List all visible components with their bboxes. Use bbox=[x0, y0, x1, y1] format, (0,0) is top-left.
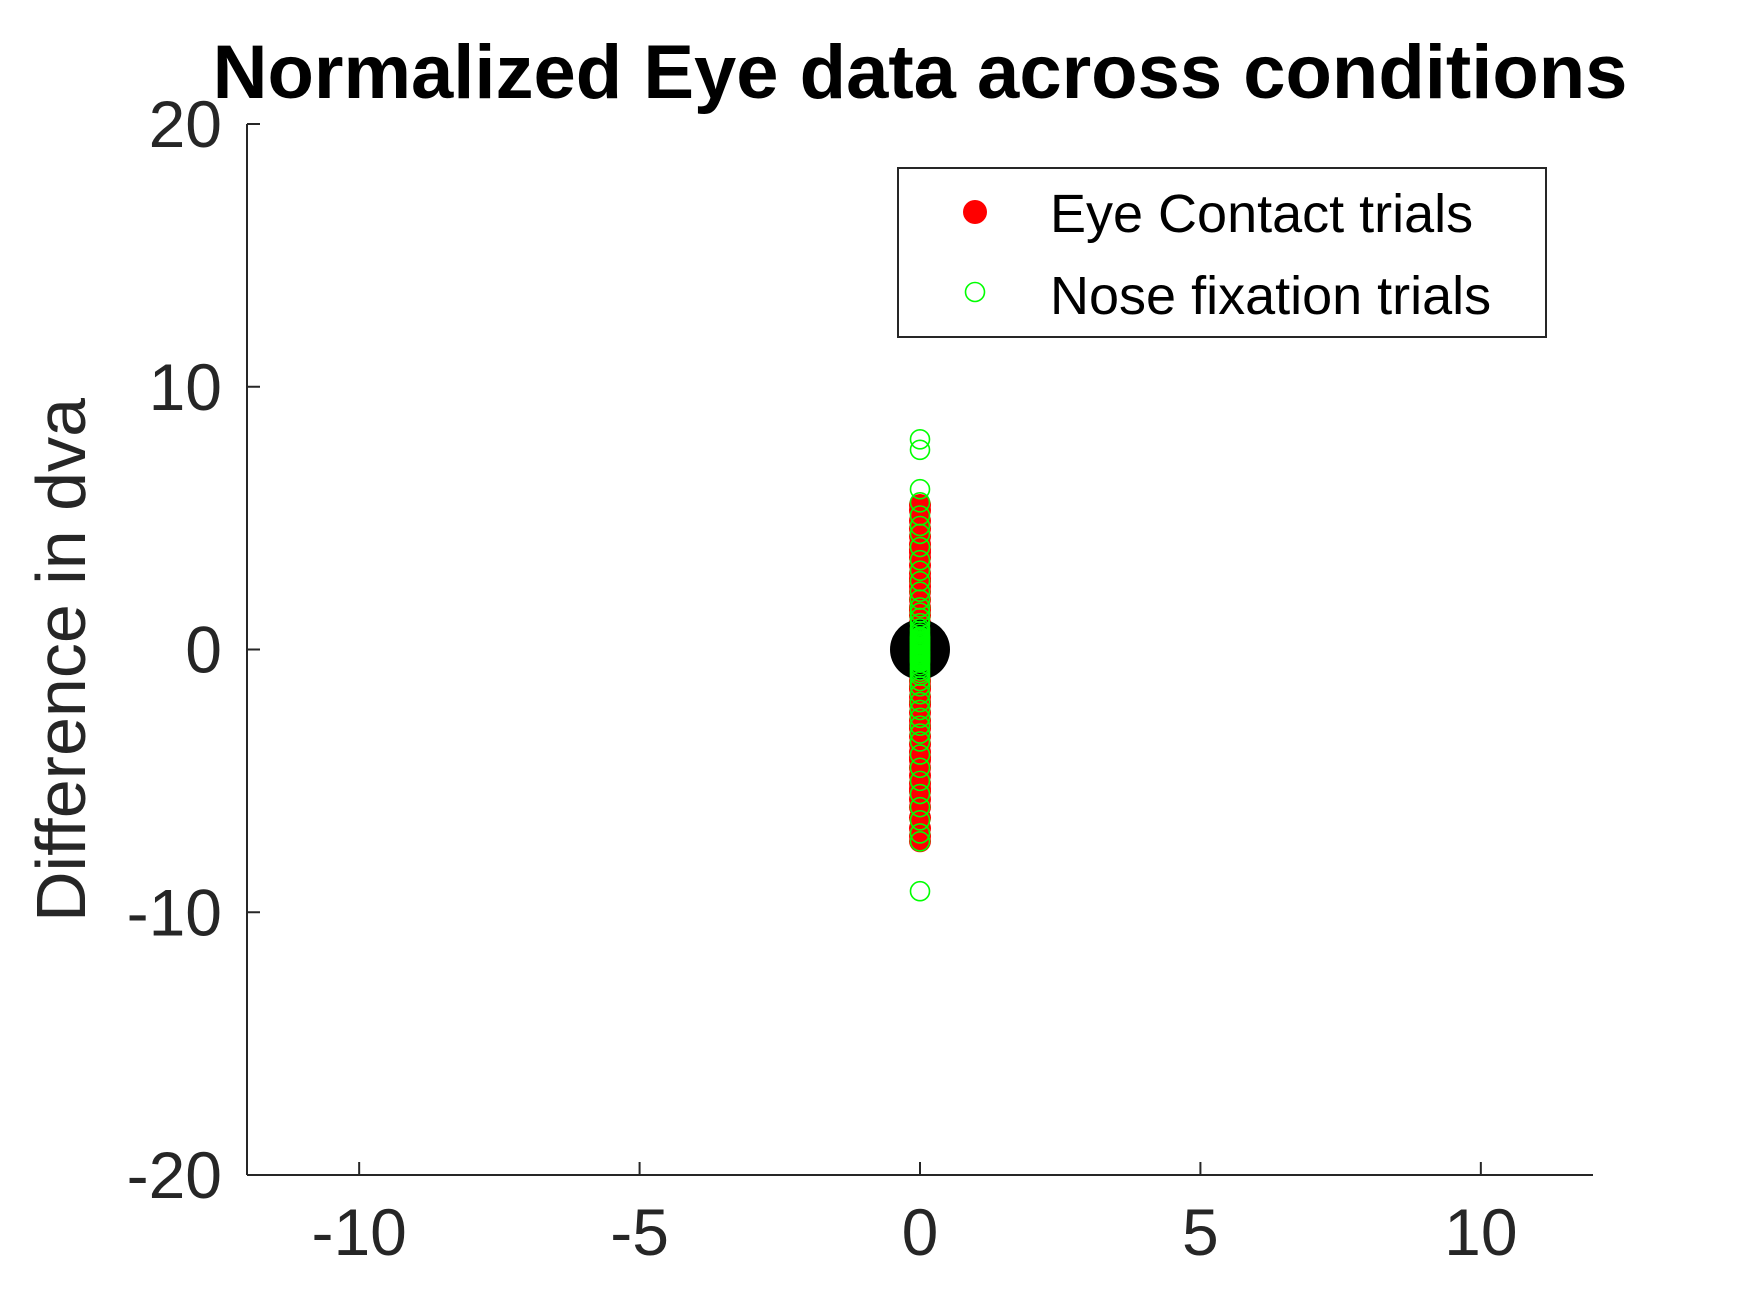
nose-fixation-point bbox=[909, 731, 931, 752]
nose-fixation-point bbox=[909, 691, 931, 713]
nose-fixation-point bbox=[909, 428, 931, 450]
nose-fixation-point bbox=[909, 492, 931, 513]
y-tick-label: -20 bbox=[127, 1138, 222, 1212]
nose-fixation-point bbox=[909, 723, 931, 744]
axes: -20 -10 0 10 20 -10 -5 0 5 10 bbox=[127, 87, 1593, 1269]
nose-fixation-point bbox=[909, 783, 931, 805]
nose-fixation-point bbox=[909, 770, 931, 792]
legend: Eye Contact trials Nose fixation trials bbox=[897, 167, 1547, 338]
nose-fixation-point bbox=[909, 715, 931, 736]
x-tick-label: 10 bbox=[1444, 1195, 1517, 1269]
y-tick-label: -10 bbox=[127, 875, 222, 949]
nose-fixation-point bbox=[909, 549, 931, 571]
y-tick-label: 20 bbox=[149, 87, 222, 161]
nose-fixation-point bbox=[909, 707, 931, 729]
nose-fixation-point bbox=[909, 744, 931, 765]
nose-fixation-point bbox=[909, 560, 931, 581]
nose-fixation-point bbox=[909, 683, 931, 705]
nose-fixation-point bbox=[909, 536, 931, 558]
nose-fixation-point bbox=[909, 699, 931, 721]
legend-marker-nose-fixation bbox=[964, 281, 986, 303]
nose-fixation-point bbox=[909, 823, 931, 844]
data-points bbox=[890, 428, 950, 902]
nose-fixation-point bbox=[909, 796, 931, 818]
y-tick-label: 0 bbox=[185, 613, 222, 687]
x-tick-label: -10 bbox=[311, 1195, 406, 1269]
legend-marker-eye-contact bbox=[963, 200, 987, 224]
eye-contact-point bbox=[909, 570, 931, 593]
eye-contact-point bbox=[909, 541, 931, 564]
x-tick-label: -5 bbox=[610, 1195, 669, 1269]
nose-fixation-point bbox=[909, 809, 931, 831]
nose-fixation-point bbox=[909, 637, 931, 659]
legend-label-eye-contact: Eye Contact trials bbox=[1050, 184, 1473, 244]
x-tick-label: 5 bbox=[1182, 1195, 1219, 1269]
eye-contact-point bbox=[909, 777, 931, 800]
eye-contact-point bbox=[909, 691, 931, 714]
nose-fixation-point bbox=[909, 439, 931, 461]
eye-contact-point bbox=[909, 830, 931, 853]
nose-fixation-point bbox=[909, 651, 931, 672]
nose-fixation-point bbox=[909, 831, 931, 852]
nose-fixation-point bbox=[909, 581, 931, 602]
nose-fixation-point bbox=[909, 478, 931, 500]
y-tick-label: 10 bbox=[149, 350, 222, 424]
nose-fixation-point bbox=[909, 675, 931, 697]
nose-fixation-point bbox=[909, 515, 931, 537]
x-tick-label: 0 bbox=[902, 1195, 939, 1269]
nose-fixation-point bbox=[909, 880, 931, 902]
y-axis-label: Difference in dva bbox=[22, 398, 100, 922]
nose-fixation-point bbox=[909, 757, 931, 779]
nose-fixation-point bbox=[909, 523, 931, 545]
legend-box bbox=[897, 167, 1547, 338]
legend-label-nose-fixation: Nose fixation trials bbox=[1050, 266, 1491, 326]
nose-fixation-point bbox=[909, 597, 931, 618]
eye-contact-point bbox=[909, 714, 931, 737]
chart-title: Normalized Eye data across conditions bbox=[213, 30, 1628, 115]
